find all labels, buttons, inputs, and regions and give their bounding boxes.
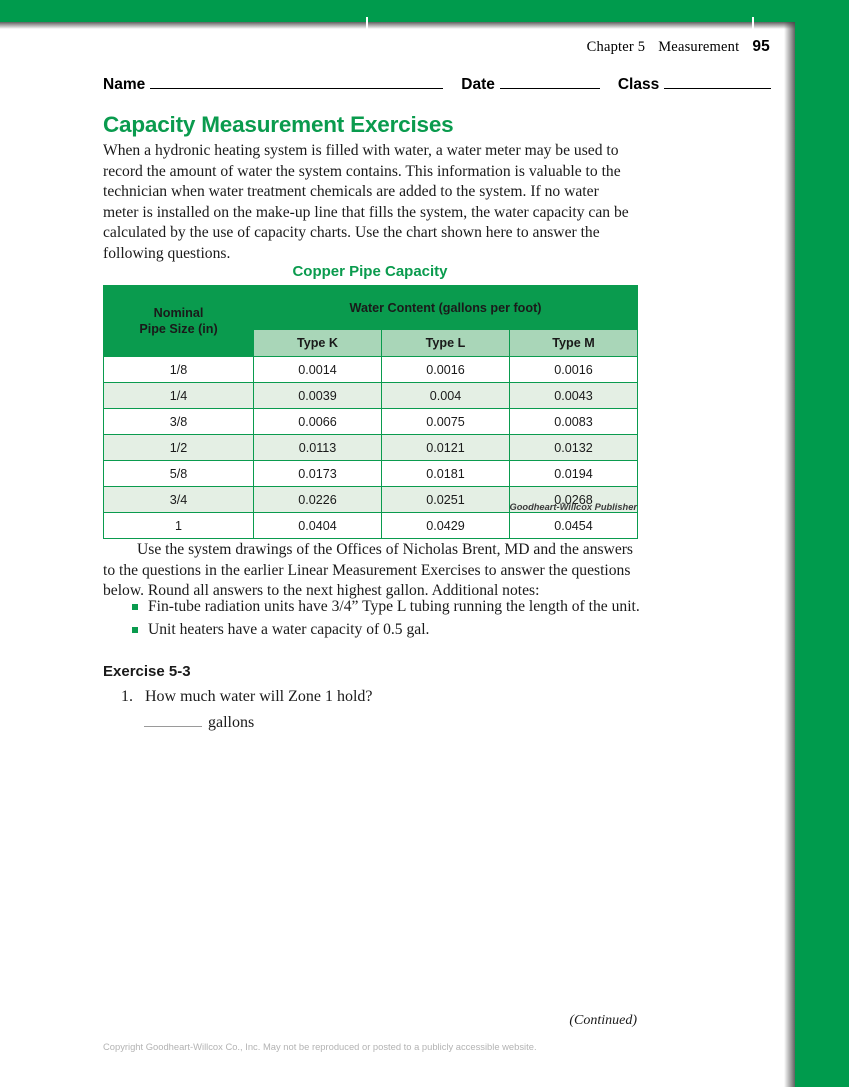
cell-size: 1 <box>103 512 254 539</box>
class-input-rule[interactable] <box>664 88 771 89</box>
cell-type-m: 0.0043 <box>509 382 638 409</box>
list-item: 1. How much water will Zone 1 hold? <box>121 688 641 706</box>
date-label: Date <box>461 76 495 93</box>
page-content: Chapter 5 Measurement 95 Name Date Class C… <box>0 38 771 1052</box>
date-input-rule[interactable] <box>499 88 600 89</box>
header-nominal-line2: Pipe Size (in) <box>139 322 218 336</box>
cell-type-k: 0.0113 <box>253 434 382 461</box>
cell-size: 5/8 <box>103 460 254 487</box>
right-green-strip <box>795 0 849 1087</box>
question-number: 1. <box>121 688 133 705</box>
table-header-row-main: Nominal Pipe Size (in) Water Content (ga… <box>103 285 638 357</box>
cell-type-l: 0.0016 <box>381 356 510 383</box>
cell-type-l: 0.0429 <box>381 512 510 539</box>
crop-tick-left-icon <box>366 17 368 29</box>
cell-type-m: 0.0268 <box>509 486 638 513</box>
answer-unit-label: gallons <box>208 714 255 731</box>
cell-type-m: 0.0083 <box>509 408 638 435</box>
intro-paragraph: When a hydronic heating system is filled… <box>103 142 629 262</box>
header-water-content: Water Content (gallons per foot) <box>253 285 638 330</box>
cell-size: 3/4 <box>103 486 254 513</box>
cell-type-k: 0.0066 <box>253 408 382 435</box>
header-type-l: Type L <box>381 329 510 357</box>
cell-type-m: 0.0194 <box>509 460 638 487</box>
table-row: 5/8 0.0173 0.0181 0.0194 <box>103 460 638 487</box>
crop-tick-right-icon <box>752 17 754 29</box>
name-label: Name <box>103 76 146 93</box>
cell-type-l: 0.004 <box>381 382 510 409</box>
table-row: 1 0.0404 0.0429 0.0454 <box>103 512 638 539</box>
table-row: 3/4 0.0226 0.0251 0.0268 <box>103 486 638 513</box>
question-text: How much water will Zone 1 hold? <box>145 688 373 705</box>
copper-pipe-capacity-table: Nominal Pipe Size (in) Water Content (ga… <box>103 285 638 539</box>
cell-type-m: 0.0454 <box>509 512 638 539</box>
header-type-k: Type K <box>253 329 382 357</box>
table-header-row-sub: Type K Type L Type M <box>104 329 638 357</box>
additional-notes-list: Fin-tube radiation units have 3/4” Type … <box>131 595 641 641</box>
header-nominal-pipe-size: Nominal Pipe Size (in) <box>103 285 254 357</box>
question-list: 1. How much water will Zone 1 hold? <box>121 688 641 706</box>
cell-type-l: 0.0121 <box>381 434 510 461</box>
table-title: Copper Pipe Capacity <box>292 263 448 280</box>
running-head-section: Measurement <box>658 39 740 55</box>
cell-type-k: 0.0039 <box>253 382 382 409</box>
continued-note: (Continued) <box>569 1013 637 1028</box>
cell-type-k: 0.0014 <box>253 356 382 383</box>
name-date-class-bar: Name Date Class <box>103 76 771 94</box>
cell-size: 1/4 <box>103 382 254 409</box>
cell-type-l: 0.0075 <box>381 408 510 435</box>
cell-type-l: 0.0181 <box>381 460 510 487</box>
cell-type-k: 0.0226 <box>253 486 382 513</box>
table-row: 1/4 0.0039 0.004 0.0043 <box>103 382 638 409</box>
exercise-heading: Exercise 5-3 <box>103 663 191 680</box>
cell-size: 3/8 <box>103 408 254 435</box>
top-green-band <box>0 0 849 22</box>
header-nominal-line1: Nominal <box>153 306 204 320</box>
cell-type-m: 0.0132 <box>509 434 638 461</box>
list-item: Unit heaters have a water capacity of 0.… <box>131 618 641 641</box>
name-input-rule[interactable] <box>150 88 444 89</box>
instructions-paragraph: Use the system drawings of the Offices o… <box>103 541 633 600</box>
list-item: Fin-tube radiation units have 3/4” Type … <box>131 595 641 618</box>
table-row: 1/8 0.0014 0.0016 0.0016 <box>103 356 638 383</box>
running-head: Chapter 5 Measurement 95 <box>0 38 770 56</box>
cell-type-m: 0.0016 <box>509 356 638 383</box>
copyright-notice: Copyright Goodheart-Willcox Co., Inc. Ma… <box>103 1041 537 1052</box>
table-row: 1/2 0.0113 0.0121 0.0132 <box>103 434 638 461</box>
page-top-shadow <box>0 22 797 29</box>
answer-line: gallons <box>144 714 254 732</box>
answer-input-rule[interactable] <box>144 726 202 727</box>
table-row: 3/8 0.0066 0.0075 0.0083 <box>103 408 638 435</box>
class-label: Class <box>617 76 660 93</box>
header-type-m: Type M <box>509 329 638 357</box>
page-title: Capacity Measurement Exercises <box>103 112 454 137</box>
running-head-chapter: Chapter 5 <box>586 39 646 55</box>
page-right-shadow <box>784 22 795 1087</box>
cell-size: 1/8 <box>103 356 254 383</box>
table-credit: Goodheart-Willcox Publisher <box>509 502 637 512</box>
page-number: 95 <box>752 38 770 55</box>
cell-type-k: 0.0404 <box>253 512 382 539</box>
cell-type-k: 0.0173 <box>253 460 382 487</box>
cell-size: 1/2 <box>103 434 254 461</box>
